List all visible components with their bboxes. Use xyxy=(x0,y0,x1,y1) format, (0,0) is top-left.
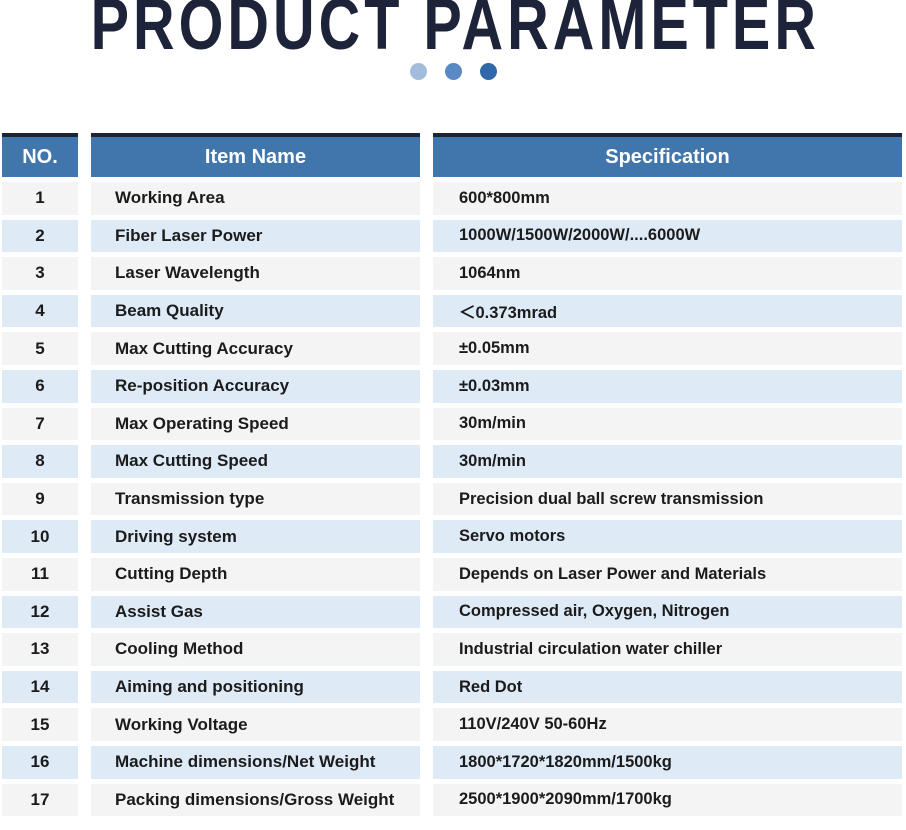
table-row: 3 Laser Wavelength 1064nm xyxy=(2,257,902,290)
table-row: 7 Max Operating Speed 30m/min xyxy=(2,407,902,441)
specification: ＜0.373mrad xyxy=(433,294,902,328)
item-name: Aiming and positioning xyxy=(91,670,420,704)
table-row: 2 Fiber Laser Power 1000W/1500W/2000W/..… xyxy=(2,219,902,253)
column-header-item-name: Item Name xyxy=(91,133,420,177)
table-row: 6 Re-position Accuracy ±0.03mm xyxy=(2,369,902,403)
row-number: 2 xyxy=(2,219,78,253)
dot-icon xyxy=(409,63,427,80)
row-number: 12 xyxy=(2,595,78,629)
specification: Depends on Laser Power and Materials xyxy=(433,557,902,591)
row-number: 17 xyxy=(2,783,78,817)
table-row: 4 Beam Quality ＜0.373mrad xyxy=(2,294,902,328)
item-name: Working Voltage xyxy=(91,708,420,741)
row-number: 1 xyxy=(2,182,78,215)
item-name: Laser Wavelength xyxy=(91,257,420,290)
specification: Industrial circulation water chiller xyxy=(433,633,902,666)
column-header-specification: Specification xyxy=(433,133,902,177)
item-name: Working Area xyxy=(91,182,420,215)
table-row: 5 Max Cutting Accuracy ±0.05mm xyxy=(2,332,902,365)
specification: ±0.05mm xyxy=(433,332,902,365)
table-row: 11 Cutting Depth Depends on Laser Power … xyxy=(2,557,902,591)
item-name: Beam Quality xyxy=(91,294,420,328)
row-number: 7 xyxy=(2,407,78,441)
table-row: 12 Assist Gas Compressed air, Oxygen, Ni… xyxy=(2,595,902,629)
specification: 1000W/1500W/2000W/....6000W xyxy=(433,219,902,253)
specification: 1064nm xyxy=(433,257,902,290)
item-name: Re-position Accuracy xyxy=(91,369,420,403)
row-number: 9 xyxy=(2,482,78,516)
table-header-row: NO. Item Name Specification xyxy=(2,133,902,177)
title-divider-dots xyxy=(0,63,906,80)
dot-icon xyxy=(479,63,497,80)
specification: 600*800mm xyxy=(433,182,902,215)
row-number: 11 xyxy=(2,557,78,591)
specification: Servo motors xyxy=(433,520,902,553)
item-name: Transmission type xyxy=(91,482,420,516)
table-row: 14 Aiming and positioning Red Dot xyxy=(2,670,902,704)
specification: 30m/min xyxy=(433,407,902,441)
row-number: 16 xyxy=(2,745,78,779)
table-row: 9 Transmission type Precision dual ball … xyxy=(2,482,902,516)
table-row: 15 Working Voltage 110V/240V 50-60Hz xyxy=(2,708,902,741)
row-number: 14 xyxy=(2,670,78,704)
specification: Compressed air, Oxygen, Nitrogen xyxy=(433,595,902,629)
row-number: 13 xyxy=(2,633,78,666)
item-name: Cutting Depth xyxy=(91,557,420,591)
specification: 30m/min xyxy=(433,445,902,478)
spec-table: NO. Item Name Specification 1 Working Ar… xyxy=(2,133,902,817)
specification: 110V/240V 50-60Hz xyxy=(433,708,902,741)
item-name: Max Cutting Accuracy xyxy=(91,332,420,365)
item-name: Max Cutting Speed xyxy=(91,445,420,478)
item-name: Cooling Method xyxy=(91,633,420,666)
row-number: 6 xyxy=(2,369,78,403)
item-name: Packing dimensions/Gross Weight xyxy=(91,783,420,817)
row-number: 15 xyxy=(2,708,78,741)
table-row: 16 Machine dimensions/Net Weight 1800*17… xyxy=(2,745,902,779)
specification: Precision dual ball screw transmission xyxy=(433,482,902,516)
table-body: 1 Working Area 600*800mm 2 Fiber Laser P… xyxy=(2,182,902,817)
item-name: Fiber Laser Power xyxy=(91,219,420,253)
row-number: 3 xyxy=(2,257,78,290)
table-row: 17 Packing dimensions/Gross Weight 2500*… xyxy=(2,783,902,817)
table-row: 8 Max Cutting Speed 30m/min xyxy=(2,445,902,478)
specification: ±0.03mm xyxy=(433,369,902,403)
row-number: 8 xyxy=(2,445,78,478)
page-title: PRODUCT PARAMETER xyxy=(90,0,820,65)
specification: Red Dot xyxy=(433,670,902,704)
column-header-no: NO. xyxy=(2,133,78,177)
row-number: 5 xyxy=(2,332,78,365)
item-name: Machine dimensions/Net Weight xyxy=(91,745,420,779)
row-number: 10 xyxy=(2,520,78,553)
specification: 2500*1900*2090mm/1700kg xyxy=(433,783,902,817)
table-row: 13 Cooling Method Industrial circulation… xyxy=(2,633,902,666)
specification: 1800*1720*1820mm/1500kg xyxy=(433,745,902,779)
item-name: Driving system xyxy=(91,520,420,553)
item-name: Max Operating Speed xyxy=(91,407,420,441)
table-row: 1 Working Area 600*800mm xyxy=(2,182,902,215)
item-name: Assist Gas xyxy=(91,595,420,629)
row-number: 4 xyxy=(2,294,78,328)
table-row: 10 Driving system Servo motors xyxy=(2,520,902,553)
dot-icon xyxy=(444,63,462,80)
